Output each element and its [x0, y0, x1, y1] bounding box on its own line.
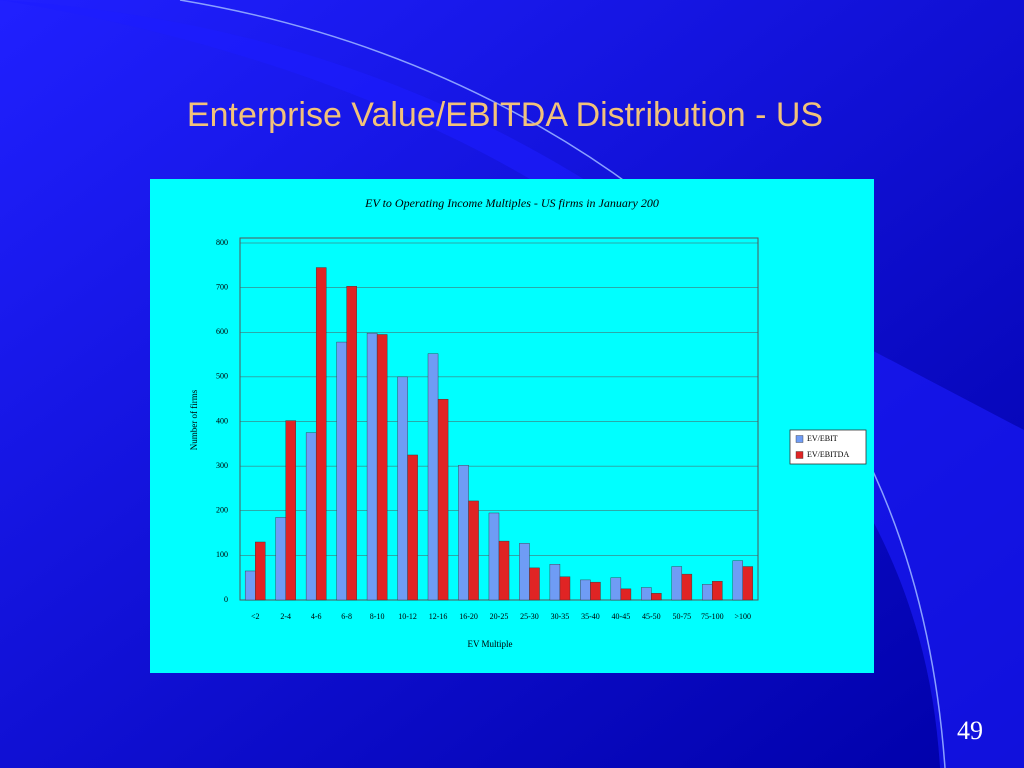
x-tick-label: 25-30: [520, 612, 539, 621]
y-tick-label: 100: [216, 550, 228, 559]
bar: [671, 566, 683, 601]
slide-title: Enterprise Value/EBITDA Distribution - U…: [187, 96, 823, 134]
x-tick-label: 45-50: [642, 612, 661, 621]
bar: [407, 454, 418, 601]
x-tick-label: 35-40: [581, 612, 600, 621]
x-tick-label: 16-20: [459, 612, 478, 621]
legend-swatch: [795, 435, 804, 443]
y-tick-label: 700: [216, 282, 228, 291]
x-tick-label: 2-4: [280, 612, 291, 621]
y-tick-label: 0: [224, 595, 228, 604]
bar: [651, 593, 662, 601]
bar: [366, 332, 378, 601]
bar: [275, 517, 286, 601]
bar: [732, 560, 743, 601]
bar: [620, 588, 632, 601]
bar: [336, 341, 347, 601]
legend-label: EV/EBIT: [807, 434, 838, 443]
x-tick-label: 4-6: [311, 612, 322, 621]
bar: [681, 573, 693, 601]
bar: [244, 570, 256, 601]
legend-label: EV/EBITDA: [807, 450, 849, 459]
bar: [427, 353, 439, 601]
bar: [702, 584, 713, 601]
x-tick-label: 75-100: [701, 612, 724, 621]
x-tick-label: >100: [735, 612, 752, 621]
x-tick-label: 20-25: [490, 612, 509, 621]
bar: [529, 567, 540, 601]
bar: [488, 512, 500, 601]
bar: [305, 432, 317, 601]
x-tick-label: 6-8: [341, 612, 352, 621]
bar: [610, 577, 622, 601]
bar: [285, 420, 296, 601]
x-tick-label: 8-10: [370, 612, 385, 621]
y-tick-label: 200: [216, 506, 228, 515]
x-tick-label: <2: [251, 612, 260, 621]
legend-swatch: [795, 451, 804, 459]
y-tick-label: 500: [216, 372, 228, 381]
bar: [498, 540, 510, 601]
x-tick-label: 10-12: [398, 612, 417, 621]
y-tick-label: 600: [216, 327, 228, 336]
x-axis-label: EV Multiple: [467, 639, 512, 649]
chart-panel: [150, 179, 874, 673]
y-tick-label: 400: [216, 416, 228, 425]
bar: [590, 581, 601, 601]
x-tick-label: 30-35: [551, 612, 570, 621]
bar: [346, 286, 357, 601]
x-tick-label: 12-16: [429, 612, 448, 621]
x-tick-label: 50-75: [672, 612, 691, 621]
x-tick-label: 40-45: [612, 612, 631, 621]
bar: [468, 500, 479, 601]
bar: [458, 465, 469, 601]
bar: [712, 581, 723, 601]
bar: [437, 398, 449, 601]
bar: [397, 376, 408, 601]
y-axis-label: Number of firms: [189, 389, 199, 450]
bar: [255, 541, 266, 601]
page-number: 49: [957, 716, 983, 745]
bar: [315, 267, 327, 601]
bar: [376, 334, 388, 601]
bar: [641, 587, 652, 601]
bar: [742, 566, 754, 601]
y-tick-label: 300: [216, 461, 228, 470]
chart-title: EV to Operating Income Multiples - US fi…: [364, 196, 659, 210]
bar: [549, 564, 561, 601]
y-tick-label: 800: [216, 238, 228, 247]
bar: [580, 579, 591, 601]
bar: [519, 543, 530, 601]
bar: [559, 576, 571, 601]
